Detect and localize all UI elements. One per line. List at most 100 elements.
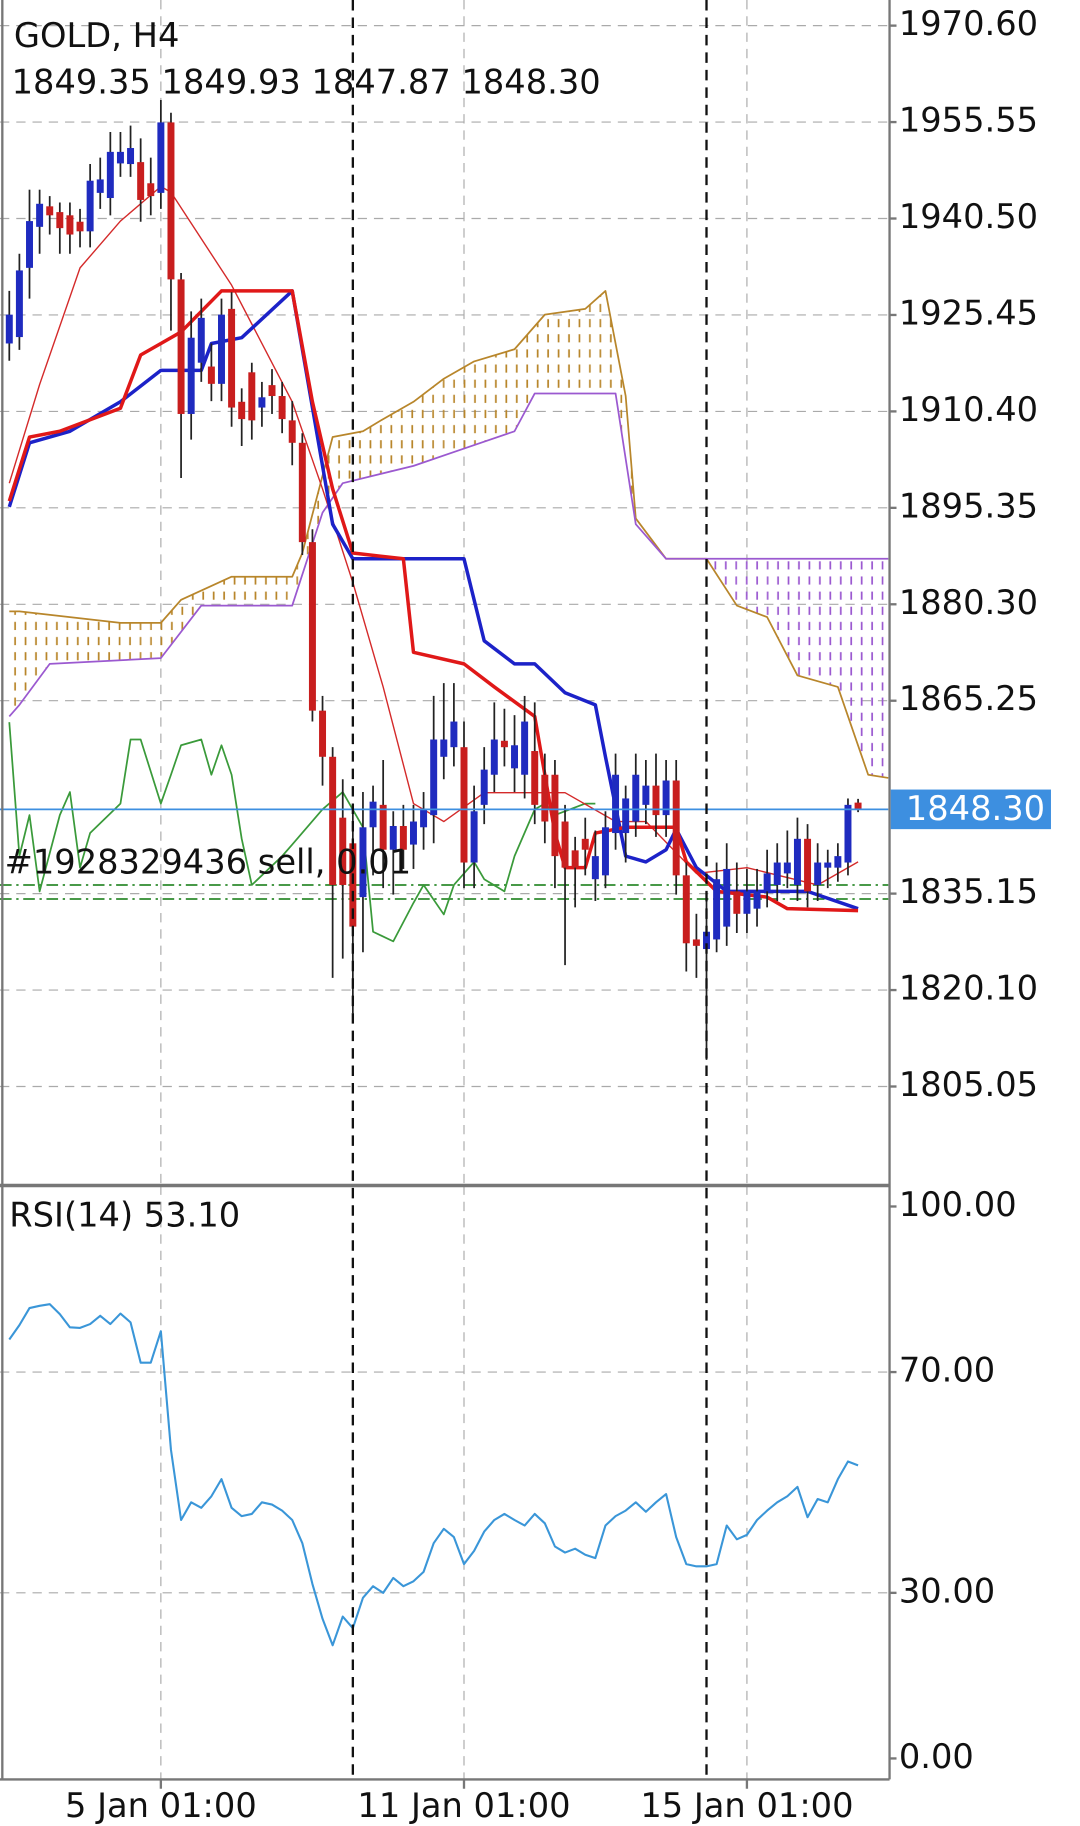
cloud-fill <box>519 337 525 422</box>
cloud-fill <box>221 579 227 606</box>
candle-body <box>793 838 801 885</box>
y-tick-label: 70.00 <box>899 1351 995 1390</box>
candle-body <box>137 162 145 200</box>
candle-body <box>682 875 690 944</box>
cloud-fill <box>266 576 273 606</box>
cloud-fill <box>408 401 414 468</box>
candle-body <box>46 206 54 216</box>
rsi-line <box>8 1303 859 1647</box>
cloud-fill <box>741 558 747 610</box>
candle-body <box>96 179 104 193</box>
candle-body <box>450 721 458 748</box>
cloud-fill <box>570 310 576 394</box>
candle-body <box>581 838 589 850</box>
candle-body <box>622 798 630 834</box>
candle-body <box>76 221 84 232</box>
cloud-fill <box>509 349 515 433</box>
candle-body <box>389 826 397 850</box>
cloud-fill <box>201 588 207 606</box>
rsi-title: RSI(14) 53.10 <box>9 1195 240 1234</box>
cloud-fill <box>418 394 424 465</box>
cloud-fill <box>302 533 308 575</box>
cloud-fill <box>24 611 30 699</box>
candle-body <box>26 221 33 268</box>
candle-body <box>804 838 812 892</box>
candle-body <box>56 212 64 229</box>
candle-body <box>66 215 74 235</box>
cloud-fill <box>827 558 833 686</box>
y-tick-label: 1820.10 <box>899 969 1038 1008</box>
cloud-fill <box>448 372 454 454</box>
candle-body <box>127 148 135 165</box>
candle-body <box>177 279 185 414</box>
cloud-fill <box>595 295 601 394</box>
cloud-fill <box>373 422 379 476</box>
cloud-fill <box>731 558 737 606</box>
cloud-fill <box>150 622 156 659</box>
candle-body <box>480 769 488 805</box>
candle-body <box>591 856 599 880</box>
cloud-fill <box>746 558 752 612</box>
candle-body <box>15 270 23 338</box>
candle-body <box>298 442 306 543</box>
cloud-fill <box>837 558 843 702</box>
cloud-fill <box>539 314 545 394</box>
cloud-fill <box>868 558 874 776</box>
cloud-fill <box>34 613 40 685</box>
cloud-fill <box>463 364 470 449</box>
cloud-fill <box>115 622 121 661</box>
x-tick-label: 5 Jan 01:00 <box>65 1786 257 1825</box>
x-tick-label: 15 Jan 01:00 <box>640 1786 853 1825</box>
cloud-fill <box>352 432 358 481</box>
cloud-fill <box>181 597 187 632</box>
cloud-fill <box>853 558 859 746</box>
candle-body <box>460 747 468 863</box>
candle-body <box>268 385 276 397</box>
cloud-fill <box>443 375 449 456</box>
y-tick-label: 0.00 <box>899 1737 974 1776</box>
cloud-fill <box>807 558 813 680</box>
cloud-fill <box>120 622 126 661</box>
indicator-line <box>7 289 859 913</box>
cloud-fill <box>549 313 555 394</box>
candle-body <box>147 183 155 197</box>
cloud-fill <box>726 558 732 598</box>
cloud-fill <box>140 622 146 660</box>
cloud-fill <box>559 311 566 394</box>
cloud-fill <box>398 407 404 470</box>
candle-body <box>662 780 670 816</box>
cloud-fill <box>479 358 485 444</box>
y-tick-label: 30.00 <box>899 1571 995 1610</box>
cloud-fill <box>489 355 495 440</box>
cloud-fill <box>554 312 560 394</box>
cloud-fill <box>812 558 818 682</box>
plot-layers: #1928329436 sell, 0.01 <box>0 0 889 1780</box>
candle-body <box>329 756 337 885</box>
cloud-fill <box>155 622 161 659</box>
cloud-fill <box>787 558 793 666</box>
cloud-fill <box>721 558 727 590</box>
candle-body <box>773 862 781 885</box>
indicator-line <box>8 722 596 943</box>
cloud-fill <box>383 416 389 474</box>
cloud-fill <box>251 576 257 606</box>
cloud-fill <box>883 558 889 778</box>
cloud-fill <box>191 592 197 619</box>
cloud-fill <box>438 378 444 458</box>
candle-body <box>278 396 286 420</box>
cloud-fill <box>565 311 571 394</box>
y-tick-label: 1925.45 <box>899 293 1038 332</box>
y-tick-label: 1910.40 <box>899 390 1038 429</box>
y-tick-label: 1970.60 <box>899 4 1038 43</box>
candle-body <box>824 862 832 868</box>
cloud-fill <box>474 359 480 446</box>
cloud-fill <box>484 356 490 442</box>
candle-body <box>642 785 650 805</box>
candle-body <box>339 817 347 885</box>
indicator-line <box>9 290 889 779</box>
candle-body <box>420 809 428 828</box>
cloud-fill <box>80 618 86 663</box>
candle-body <box>753 891 761 909</box>
cloud-fill <box>605 290 611 394</box>
